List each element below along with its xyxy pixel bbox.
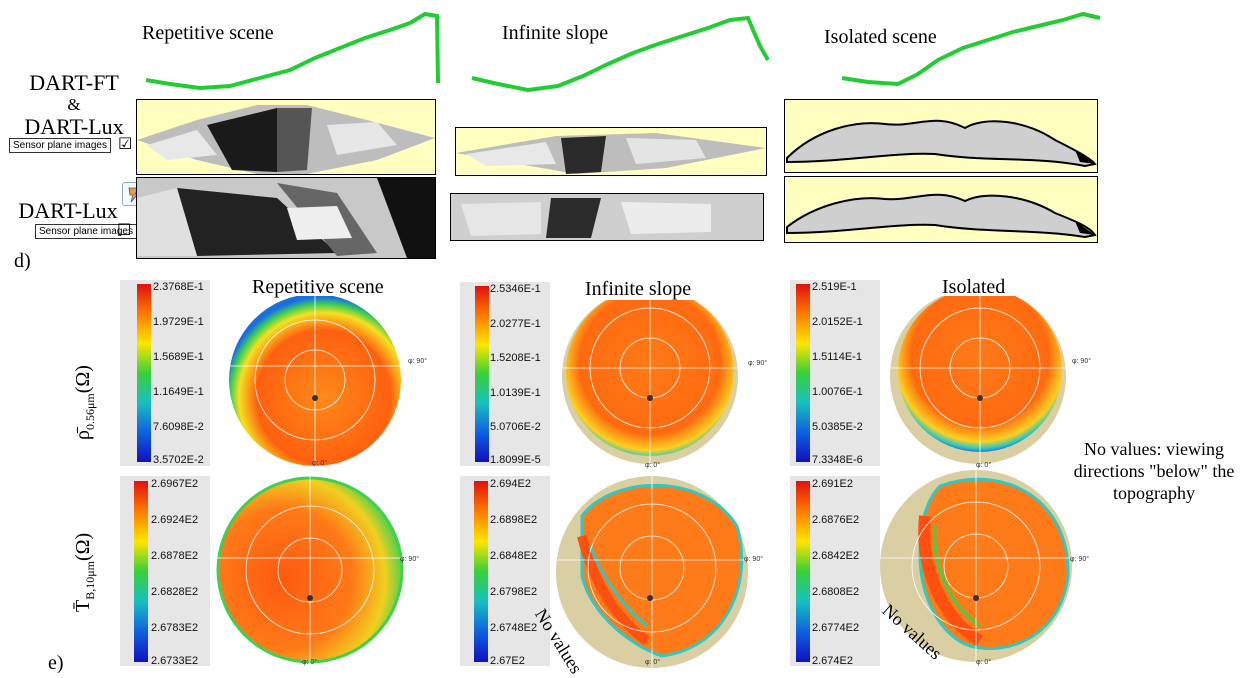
phi0-r2: φ: 0° bbox=[645, 462, 661, 469]
tick-r3-4: 5.0385E-2 bbox=[812, 421, 863, 433]
colorbar-reflectance-repetitive bbox=[137, 284, 151, 462]
colorbar-reflectance-infinite bbox=[475, 286, 489, 462]
tick-t1-5: 2.6733E2 bbox=[151, 655, 199, 667]
tick-r3-3: 1.0076E-1 bbox=[812, 386, 863, 398]
tick-r1-0: 2.3768E-1 bbox=[153, 281, 204, 293]
polar-temperature-infinite bbox=[556, 476, 748, 668]
ylabel-reflectance: ρ̄0.56μm(Ω) bbox=[72, 365, 97, 440]
phi90-r1: φ: 90° bbox=[408, 358, 428, 365]
tick-t1-2: 2.6878E2 bbox=[151, 550, 199, 562]
tick-t1-1: 2.6924E2 bbox=[151, 514, 199, 526]
colorbar-temperature-infinite bbox=[474, 481, 488, 662]
tick-r3-2: 1.5114E-1 bbox=[812, 351, 862, 363]
title-infinite-bottom: Infinite slope bbox=[585, 278, 692, 300]
phi0-t3: φ: 0° bbox=[976, 659, 992, 666]
title-infinite-top: Infinite slope bbox=[502, 22, 609, 44]
tick-r1-2: 1.5689E-1 bbox=[153, 351, 204, 363]
profile-infinite bbox=[471, 15, 770, 93]
phi0-t2: φ: 0° bbox=[645, 659, 661, 666]
tick-r3-1: 2.0152E-1 bbox=[812, 316, 863, 328]
tick-t1-3: 2.6828E2 bbox=[151, 586, 199, 598]
image-dartft-isolated bbox=[784, 99, 1098, 173]
tick-t3-3: 2.6808E2 bbox=[812, 586, 860, 598]
tick-t3-4: 2.6774E2 bbox=[812, 622, 860, 634]
row-label-dartlux: DART-Lux bbox=[18, 198, 118, 223]
tick-t2-5: 2.67E2 bbox=[490, 655, 525, 667]
ylabel-temperature: T̄B,10μm(Ω) bbox=[72, 532, 97, 612]
sensor-plane-button-1[interactable]: Sensor plane images bbox=[9, 138, 111, 153]
phi90-t3: φ: 90° bbox=[1070, 556, 1090, 563]
profile-repetitive bbox=[145, 11, 440, 91]
image-dartlux-infinite bbox=[450, 193, 764, 241]
polar-reflectance-infinite bbox=[560, 300, 742, 466]
tick-t3-1: 2.6876E2 bbox=[812, 514, 860, 526]
image-dartft-infinite bbox=[455, 127, 767, 176]
phi0-t1: φ: 0° bbox=[302, 659, 318, 666]
tick-r3-0: 2.519E-1 bbox=[812, 281, 857, 293]
title-isolated-top: Isolated scene bbox=[824, 26, 937, 48]
tick-t2-4: 2.6748E2 bbox=[490, 622, 538, 634]
tick-t3-2: 2.6842E2 bbox=[812, 550, 860, 562]
tick-r2-2: 1.5208E-1 bbox=[490, 352, 541, 364]
polar-reflectance-repetitive bbox=[229, 296, 407, 466]
tick-r2-5: 1.8099E-5 bbox=[490, 454, 541, 466]
tick-t2-3: 2.6798E2 bbox=[490, 586, 538, 598]
colorbar-reflectance-isolated bbox=[796, 284, 810, 462]
tick-t2-1: 2.6898E2 bbox=[490, 514, 538, 526]
sensor-checkbox-checked[interactable]: ☑ bbox=[118, 134, 133, 153]
tick-r1-1: 1.9729E-1 bbox=[153, 316, 204, 328]
colorbar-panel-r1 bbox=[120, 280, 210, 466]
panel-label-e: e) bbox=[48, 652, 64, 674]
tick-t3-0: 2.691E2 bbox=[812, 478, 853, 490]
phi90-r3: φ: 90° bbox=[1072, 358, 1092, 365]
title-repetitive-bottom: Repetitive scene bbox=[252, 276, 384, 298]
tick-r2-1: 2.0277E-1 bbox=[490, 318, 541, 330]
polar-temperature-isolated bbox=[880, 466, 1072, 664]
polar-temperature-repetitive bbox=[216, 476, 404, 668]
tick-t2-2: 2.6848E2 bbox=[490, 550, 538, 562]
tick-t1-0: 2.6967E2 bbox=[151, 478, 199, 490]
title-isolated-bottom: Isolated bbox=[942, 276, 1006, 298]
image-dartft-repetitive bbox=[136, 99, 436, 175]
phi90-t1: φ: 90° bbox=[400, 556, 420, 563]
image-dartlux-isolated bbox=[784, 176, 1098, 243]
phi90-r2: φ: 90° bbox=[748, 360, 768, 367]
colorbar-panel-r2 bbox=[460, 282, 550, 466]
colorbar-temperature-repetitive bbox=[134, 481, 148, 662]
image-dartlux-repetitive bbox=[136, 177, 436, 259]
title-repetitive-top: Repetitive scene bbox=[142, 22, 274, 44]
tick-r1-3: 1.1649E-1 bbox=[153, 386, 204, 398]
polar-reflectance-isolated bbox=[890, 296, 1074, 466]
sensor-checkbox-unchecked[interactable]: ☐ bbox=[117, 220, 132, 239]
tick-t1-4: 2.6783E2 bbox=[151, 622, 199, 634]
tick-t3-5: 2.674E2 bbox=[812, 655, 853, 667]
tick-r1-4: 7.6098E-2 bbox=[153, 421, 204, 433]
note-no-values: No values: viewing directions "below" th… bbox=[1073, 439, 1235, 503]
panel-label-d: d) bbox=[14, 250, 31, 272]
phi0-r1: φ: 0° bbox=[312, 460, 328, 467]
tick-r2-3: 1.0139E-1 bbox=[490, 387, 541, 399]
profile-isolated bbox=[841, 11, 1101, 87]
tick-r2-0: 2.5346E-1 bbox=[490, 283, 541, 295]
tick-r1-5: 3.5702E-2 bbox=[153, 454, 204, 466]
tick-r2-4: 5.0706E-2 bbox=[490, 421, 541, 433]
colorbar-temperature-isolated bbox=[796, 481, 810, 662]
tick-t2-0: 2.694E2 bbox=[490, 478, 531, 490]
phi0-r3: φ: 0° bbox=[976, 462, 992, 469]
phi90-t2: φ: 90° bbox=[744, 556, 764, 563]
tick-r3-5: 7.3348E-6 bbox=[812, 454, 863, 466]
row-label-dartft: DART-FT & DART-Lux bbox=[24, 70, 124, 139]
